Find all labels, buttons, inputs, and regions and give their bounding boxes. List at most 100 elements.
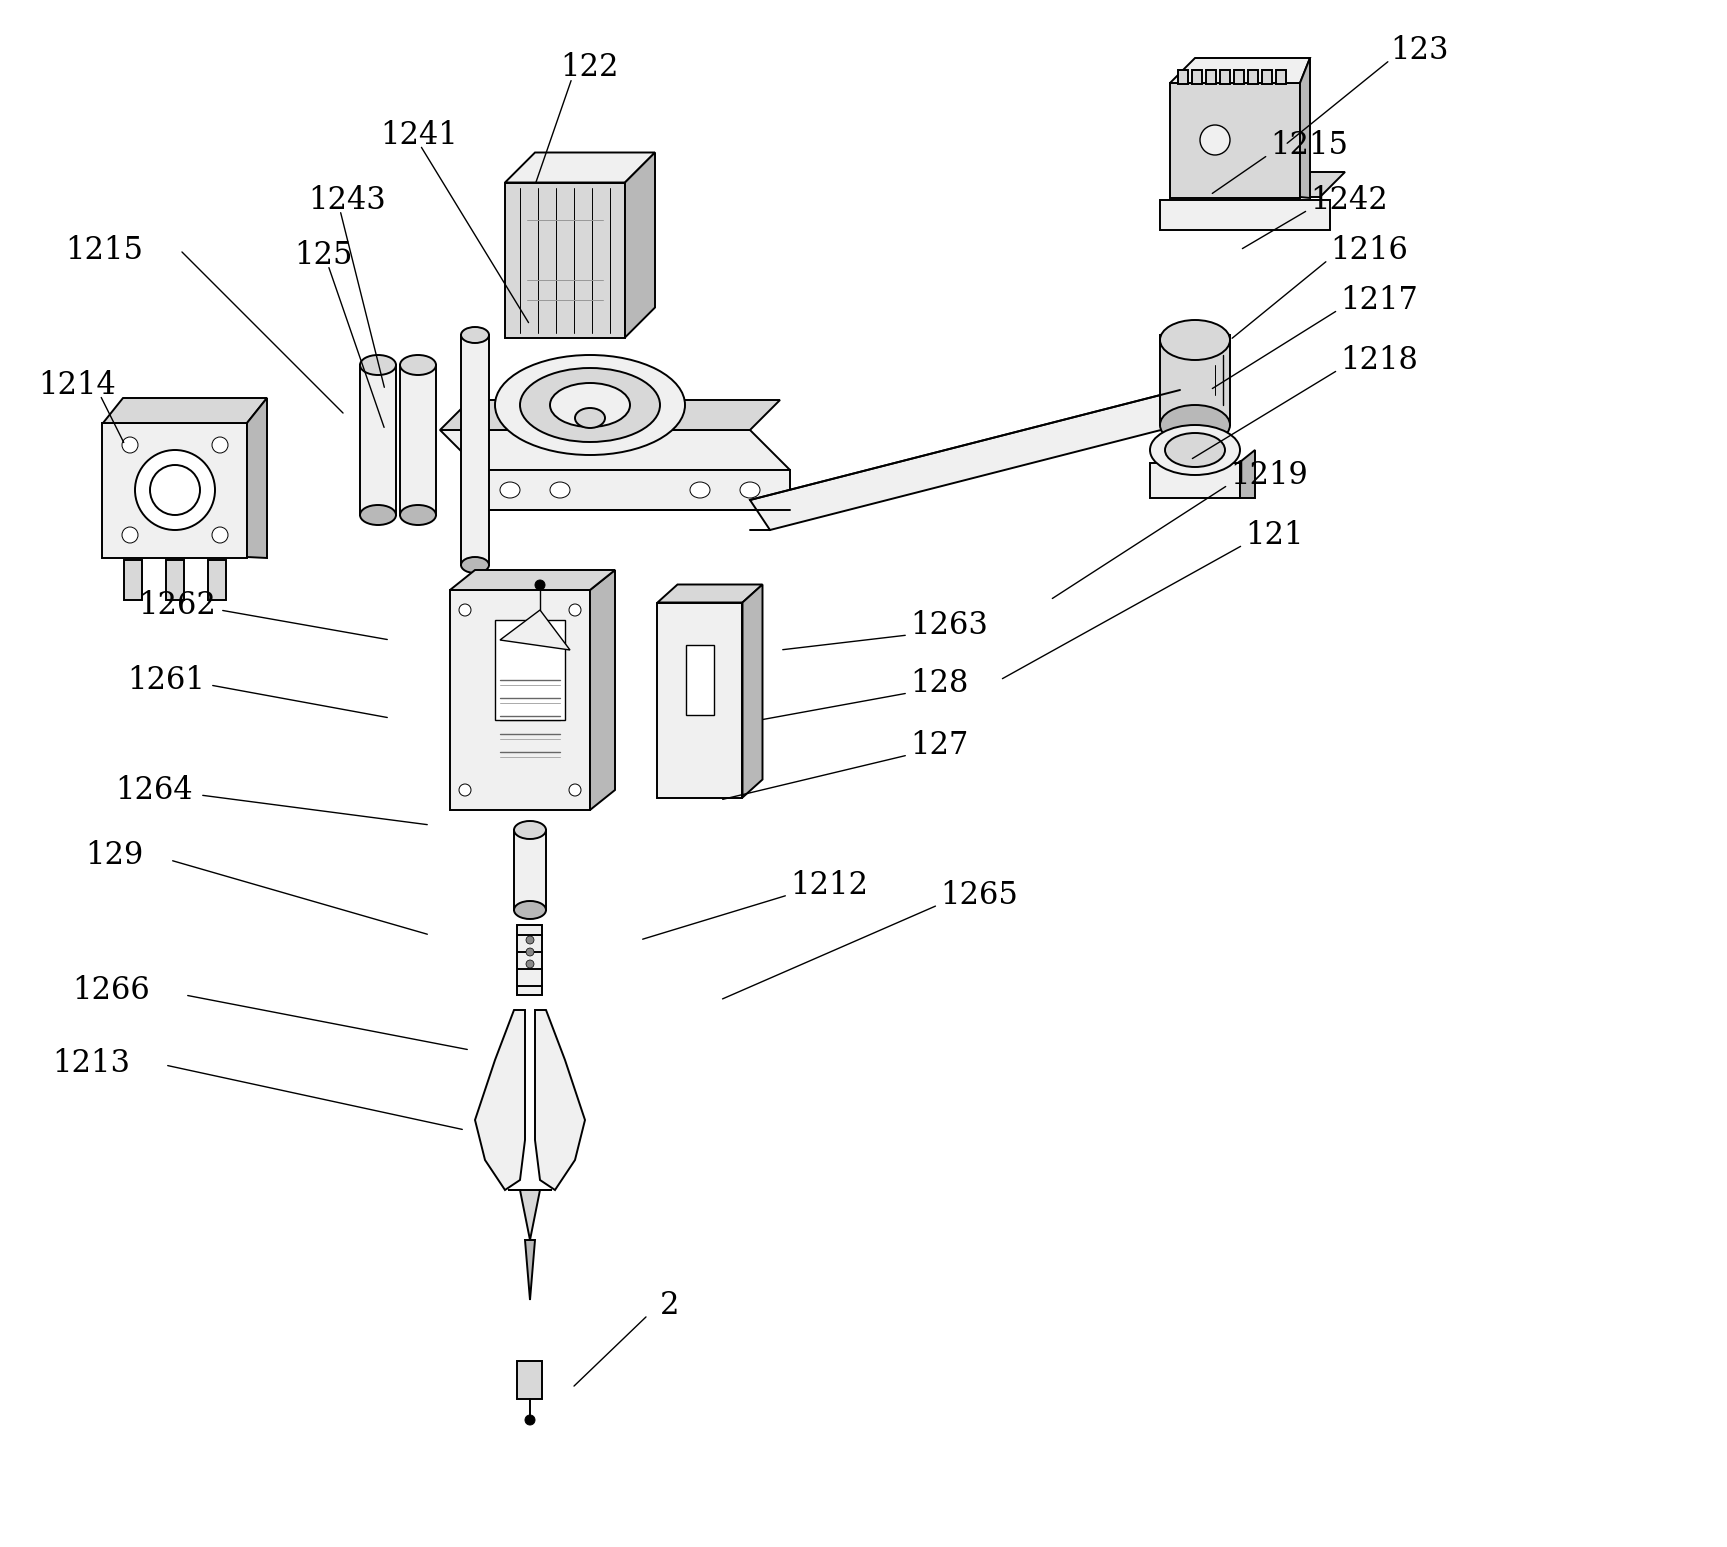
- Text: 2: 2: [660, 1290, 679, 1321]
- Text: 122: 122: [560, 53, 618, 84]
- Bar: [1219, 70, 1230, 84]
- Text: 1214: 1214: [38, 370, 116, 401]
- Ellipse shape: [739, 483, 760, 498]
- Ellipse shape: [515, 821, 546, 838]
- Bar: [166, 560, 185, 600]
- Polygon shape: [535, 1010, 585, 1190]
- Polygon shape: [480, 470, 789, 511]
- Ellipse shape: [1150, 425, 1240, 475]
- Polygon shape: [1169, 57, 1311, 84]
- Text: 1264: 1264: [116, 775, 193, 806]
- Text: 129: 129: [85, 840, 143, 871]
- Ellipse shape: [461, 557, 489, 572]
- Text: 1263: 1263: [910, 610, 988, 640]
- Text: 1217: 1217: [1340, 285, 1418, 316]
- Polygon shape: [1169, 172, 1345, 196]
- Polygon shape: [1300, 57, 1311, 198]
- Ellipse shape: [515, 900, 546, 919]
- Bar: [102, 422, 247, 557]
- Text: 1216: 1216: [1330, 235, 1408, 266]
- Text: 1218: 1218: [1340, 345, 1418, 376]
- Text: 121: 121: [1245, 520, 1304, 551]
- Polygon shape: [625, 153, 655, 337]
- Text: 127: 127: [910, 730, 969, 761]
- Ellipse shape: [212, 436, 228, 453]
- Polygon shape: [104, 398, 268, 422]
- Ellipse shape: [1161, 405, 1230, 446]
- Text: 1266: 1266: [73, 975, 150, 1006]
- Bar: [1276, 70, 1287, 84]
- Ellipse shape: [549, 483, 570, 498]
- Ellipse shape: [520, 368, 660, 442]
- Polygon shape: [658, 585, 763, 602]
- Text: 1241: 1241: [380, 121, 458, 152]
- Text: 1262: 1262: [138, 589, 216, 620]
- Bar: [207, 560, 226, 600]
- Polygon shape: [501, 610, 570, 650]
- Ellipse shape: [549, 384, 630, 427]
- Ellipse shape: [401, 354, 435, 374]
- Ellipse shape: [459, 784, 471, 797]
- Polygon shape: [440, 430, 789, 470]
- Bar: [1262, 70, 1273, 84]
- Polygon shape: [508, 1190, 553, 1241]
- Ellipse shape: [527, 948, 534, 956]
- Bar: [496, 620, 565, 719]
- Ellipse shape: [691, 483, 710, 498]
- Ellipse shape: [150, 466, 200, 515]
- Ellipse shape: [359, 354, 395, 374]
- Polygon shape: [440, 401, 781, 430]
- Polygon shape: [525, 1241, 535, 1299]
- Bar: [504, 183, 625, 337]
- Polygon shape: [750, 390, 1200, 531]
- Bar: [518, 925, 542, 995]
- Polygon shape: [451, 569, 615, 589]
- Ellipse shape: [568, 784, 580, 797]
- Text: 1215: 1215: [1269, 130, 1349, 161]
- Ellipse shape: [1161, 320, 1230, 360]
- Ellipse shape: [568, 603, 580, 616]
- Ellipse shape: [123, 436, 138, 453]
- Text: 1265: 1265: [939, 880, 1017, 911]
- Ellipse shape: [501, 483, 520, 498]
- Text: 125: 125: [294, 240, 352, 271]
- Bar: [1161, 200, 1330, 231]
- Bar: [1169, 82, 1300, 198]
- Ellipse shape: [1166, 433, 1224, 467]
- Ellipse shape: [525, 1416, 535, 1425]
- Bar: [359, 365, 395, 515]
- Bar: [1161, 336, 1230, 425]
- Text: 1219: 1219: [1230, 459, 1307, 490]
- Ellipse shape: [401, 504, 435, 524]
- Text: 1242: 1242: [1311, 186, 1389, 217]
- Ellipse shape: [461, 326, 489, 343]
- Text: 128: 128: [910, 668, 969, 699]
- Bar: [658, 602, 743, 798]
- Bar: [451, 589, 591, 811]
- Bar: [515, 831, 546, 910]
- Ellipse shape: [535, 580, 546, 589]
- Ellipse shape: [212, 528, 228, 543]
- Text: 123: 123: [1390, 36, 1449, 67]
- Bar: [686, 645, 713, 715]
- Ellipse shape: [575, 408, 604, 429]
- Bar: [1178, 70, 1188, 84]
- Text: 1213: 1213: [52, 1047, 130, 1078]
- Bar: [461, 336, 489, 565]
- Bar: [1205, 70, 1216, 84]
- Polygon shape: [1240, 450, 1256, 498]
- Text: 1261: 1261: [128, 665, 206, 696]
- Ellipse shape: [527, 961, 534, 968]
- Ellipse shape: [359, 504, 395, 524]
- Polygon shape: [475, 1010, 525, 1190]
- Ellipse shape: [496, 354, 686, 455]
- Ellipse shape: [135, 450, 214, 531]
- Text: 1215: 1215: [66, 235, 143, 266]
- Bar: [124, 560, 142, 600]
- Text: 1243: 1243: [307, 186, 385, 217]
- Polygon shape: [743, 585, 763, 798]
- Polygon shape: [247, 398, 268, 558]
- Bar: [1150, 463, 1240, 498]
- Polygon shape: [591, 569, 615, 811]
- Bar: [1235, 70, 1243, 84]
